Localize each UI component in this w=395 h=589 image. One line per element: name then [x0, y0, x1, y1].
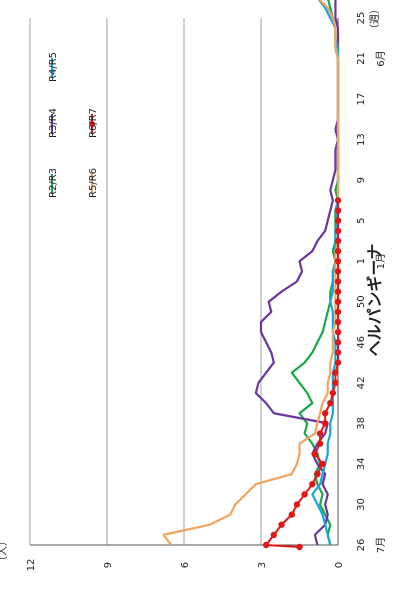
x-tick-label: 50 [356, 295, 367, 308]
series-point [334, 217, 342, 224]
series-point [332, 369, 339, 376]
y-axis-unit: （人） [0, 536, 9, 566]
series-point [334, 247, 342, 255]
legend-label: R4/R5 [48, 52, 59, 82]
series-point [309, 480, 316, 488]
y-tick-label: 9 [103, 562, 114, 568]
series-point [334, 197, 342, 204]
y-tick-label: 6 [180, 562, 191, 568]
x-tick-label: 30 [356, 498, 367, 511]
x-tick-label: 9 [356, 177, 367, 183]
x-tick-label: 34 [356, 458, 367, 471]
legend-label: R6/R7 [88, 108, 99, 138]
legend-label: R5/R6 [88, 168, 99, 198]
month-label: 7月 [375, 537, 387, 553]
x-tick-label: 17 [356, 93, 367, 106]
series-layer [162, 0, 342, 551]
series-point [293, 501, 301, 508]
series-point [314, 470, 321, 478]
series-point [296, 543, 303, 551]
x-tick-label: 5 [356, 218, 367, 224]
x-axis-unit: （週） [369, 4, 381, 34]
legend-label: R2/R3 [48, 168, 59, 198]
series-point [334, 359, 342, 366]
series-point [334, 278, 342, 285]
series-point [321, 420, 329, 427]
series-line [162, 0, 340, 546]
series-point [270, 531, 278, 539]
series-point [334, 288, 342, 295]
x-tick-label: 46 [356, 336, 367, 349]
series-point [316, 430, 324, 437]
x-tick-label: 38 [356, 417, 367, 430]
chart-title: ヘルパンギーナ [365, 244, 384, 357]
grid [29, 18, 339, 546]
series-point [334, 318, 342, 326]
series-point [334, 207, 342, 214]
series-point [301, 491, 308, 498]
legend-label: R3/R4 [48, 108, 59, 138]
series-point [334, 227, 342, 235]
month-label: 1月 [375, 253, 387, 269]
y-tick-label: 0 [334, 562, 345, 568]
series-point [321, 410, 329, 417]
series-point [329, 389, 337, 397]
month-label: 6月 [375, 50, 387, 66]
series-point [262, 541, 270, 549]
series-point [316, 440, 324, 447]
y-tick-label: 12 [26, 559, 37, 572]
x-tick-label: 26 [356, 539, 367, 552]
series-point [334, 328, 342, 336]
series-line [290, 0, 340, 546]
x-tick-label: 1 [356, 258, 367, 264]
series-point [327, 399, 334, 407]
series-point [332, 379, 339, 387]
series-point [288, 511, 295, 518]
series-point [319, 460, 326, 468]
series-point [334, 339, 342, 346]
legend-marker [89, 121, 95, 127]
series-point [278, 521, 285, 528]
x-tick-label: 13 [356, 133, 367, 146]
series-point [334, 258, 342, 265]
legend: R2/R3 R3/R4 R4/R5 R5/R6 R6/R7 [48, 52, 99, 198]
y-tick-label: 3 [257, 562, 268, 568]
series-line [311, 0, 340, 546]
series-point [334, 308, 342, 316]
x-tick-label: 25 [356, 12, 367, 25]
series-point [334, 237, 342, 245]
series-point [311, 450, 319, 457]
x-tick-label: 21 [356, 52, 367, 65]
series-point [334, 268, 342, 275]
series-point [334, 349, 342, 356]
x-tick-label: 42 [356, 376, 367, 389]
axis-layer: 0 3 6 9 12 26 30 34 38 42 46 50 1 5 9 13 17 21 25 7月 1月 6月 [26, 12, 387, 572]
series-point [334, 298, 342, 305]
